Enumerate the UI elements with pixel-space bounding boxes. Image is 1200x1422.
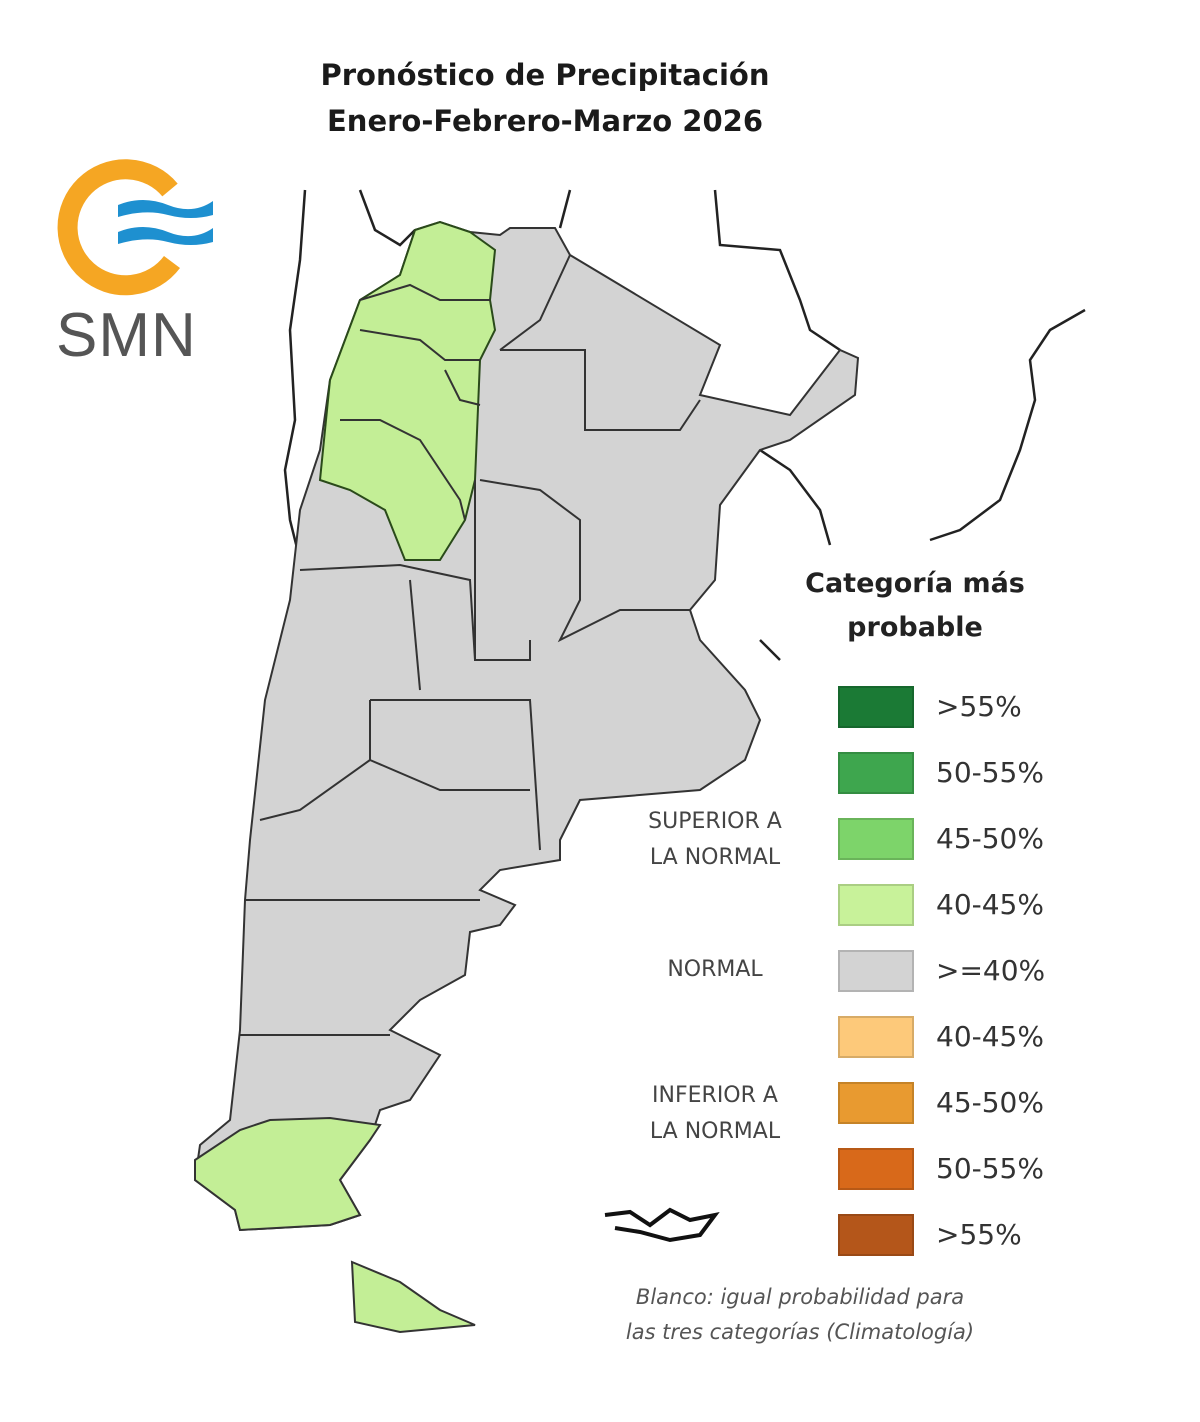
- legend-label: 50-55%: [936, 1152, 1044, 1185]
- legend-note-line2: las tres categorías (Climatología): [625, 1320, 975, 1344]
- malvinas-islands: [604, 1207, 720, 1243]
- legend-label: >=40%: [936, 954, 1046, 987]
- legend-group-inferior-line1: INFERIOR A: [652, 1083, 778, 1108]
- legend-swatch: [838, 950, 914, 992]
- legend-group-superior: SUPERIOR A LA NORMAL: [600, 804, 830, 876]
- legend-title: Categoría más probable: [760, 562, 1070, 650]
- legend-title-line2: probable: [847, 612, 983, 643]
- legend-note: Blanco: igual probabilidad para las tres…: [560, 1280, 1040, 1350]
- region-superior-tierra-del-fuego: [350, 1260, 476, 1334]
- region-superior-northwest: [318, 220, 497, 561]
- legend-swatch: [838, 1214, 914, 1256]
- region-superior-south: [194, 1116, 382, 1232]
- province-borders: [240, 254, 701, 1036]
- legend-swatch: [838, 752, 914, 794]
- map-title-line2: Enero-Febrero-Marzo 2026: [326, 104, 764, 138]
- legend-label: 45-50%: [936, 822, 1044, 855]
- legend-group-superior-line1: SUPERIOR A: [648, 809, 782, 834]
- legend-label: 40-45%: [936, 888, 1044, 921]
- legend-group-normal: NORMAL: [667, 957, 763, 982]
- legend-label: 45-50%: [936, 1086, 1044, 1119]
- smn-logo: [57, 159, 213, 296]
- legend-label: 40-45%: [936, 1020, 1044, 1053]
- legend-swatch: [838, 818, 914, 860]
- legend-group-inferior-line2: LA NORMAL: [649, 1119, 781, 1144]
- map-title-line1: Pronóstico de Precipitación: [320, 58, 770, 92]
- legend-swatch: [838, 1148, 914, 1190]
- legend-note-line1: Blanco: igual probabilidad para: [635, 1285, 965, 1309]
- legend-title-line1: Categoría más: [805, 568, 1025, 599]
- logo-ring-icon: [57, 159, 180, 296]
- legend-swatch: [838, 1016, 914, 1058]
- legend-group-inferior: INFERIOR A LA NORMAL: [600, 1078, 830, 1150]
- legend-swatch: [838, 1082, 914, 1124]
- smn-logo-text: SMN: [56, 301, 197, 370]
- legend-swatch: [838, 686, 914, 728]
- logo-wave-icon: [118, 227, 213, 245]
- legend-label: >55%: [936, 1218, 1022, 1251]
- legend-group-superior-line2: LA NORMAL: [649, 845, 781, 870]
- legend-swatch: [838, 884, 914, 926]
- legend-label: >55%: [936, 690, 1022, 723]
- logo-wave-icon: [118, 200, 213, 218]
- legend-label: 50-55%: [936, 756, 1044, 789]
